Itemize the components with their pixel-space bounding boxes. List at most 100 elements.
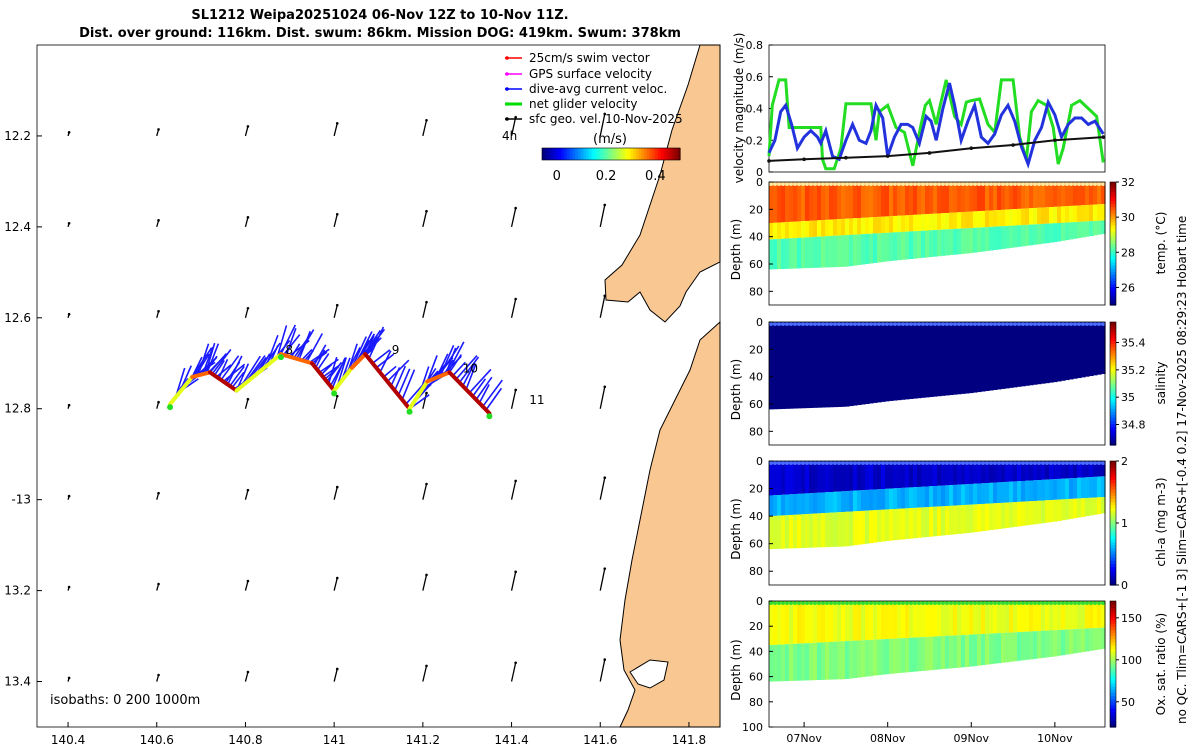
- section-cell: [1057, 601, 1062, 630]
- surface-sample: [841, 461, 845, 465]
- section-cell: [941, 213, 946, 230]
- surface-sample: [889, 322, 893, 326]
- section-cell: [937, 636, 942, 670]
- section-ylabel: Depth (m): [729, 359, 743, 420]
- colorbar-cell: [542, 148, 546, 160]
- geo-vector-head: [157, 219, 160, 222]
- surface-sample: [1093, 322, 1097, 326]
- surface-sample: [801, 601, 805, 605]
- current-vector: [298, 330, 311, 360]
- velocity-ytick-label: 0.6: [746, 71, 764, 84]
- section-cell: [797, 601, 802, 644]
- section-cell: [945, 229, 950, 256]
- section-frame: [768, 321, 1106, 446]
- section-cell: [1001, 601, 1006, 633]
- current-vector: [229, 365, 245, 387]
- surface-sample: [785, 461, 789, 465]
- section-cell: [845, 218, 850, 236]
- surface-sample: [1021, 461, 1025, 465]
- section-cell: [997, 322, 1002, 390]
- surface-sample: [793, 601, 797, 605]
- section-cell: [945, 506, 950, 536]
- surface-sample: [981, 182, 985, 186]
- track-segment: [207, 370, 239, 393]
- section-cell: [773, 601, 778, 645]
- section-cell: [933, 636, 938, 670]
- colorbar-cell: [1110, 720, 1116, 725]
- section-cbar-tick-label: 50: [1121, 696, 1135, 709]
- current-vector: [282, 334, 301, 356]
- section-cell: [845, 491, 850, 512]
- geo-vector: [333, 486, 338, 500]
- section-cell: [1045, 479, 1050, 501]
- section-cell: [941, 601, 946, 637]
- section-cell: [993, 226, 998, 250]
- geo-vector-head: [335, 303, 339, 307]
- section-cell: [1093, 204, 1098, 221]
- section-cell: [829, 512, 834, 547]
- section-cell: [865, 510, 870, 544]
- section-cell: [885, 461, 890, 489]
- colorbar-cell: [1110, 464, 1116, 468]
- section-cell: [785, 222, 790, 239]
- surface-sample: [825, 322, 829, 326]
- section-cell: [905, 231, 910, 260]
- section-cell: [1033, 601, 1038, 632]
- current-vector: [482, 379, 503, 407]
- section-cell: [961, 601, 966, 636]
- section-cell: [1013, 225, 1018, 248]
- section-cell: [897, 601, 902, 639]
- geo-vector: [599, 204, 606, 227]
- section-cell: [865, 322, 870, 404]
- section-cell: [961, 228, 966, 254]
- section-cell: [833, 512, 838, 547]
- colorbar-cell: [591, 148, 596, 160]
- geo-vector: [333, 123, 338, 137]
- surface-sample: [1025, 322, 1029, 326]
- geo-vector: [599, 568, 606, 591]
- legend-marker: [505, 72, 509, 76]
- isobaths-label: isobaths: 0 200 1000m: [50, 693, 200, 708]
- velocity-ylabel: velocity magnitude (m/s): [732, 33, 746, 184]
- section-cell: [873, 489, 878, 511]
- surface-sample: [849, 322, 853, 326]
- section-cell: [801, 643, 806, 681]
- section-cell: [817, 601, 822, 643]
- section-cell: [849, 322, 854, 407]
- section-cell: [825, 601, 830, 643]
- section-cell: [981, 322, 986, 392]
- section-cell: [881, 509, 886, 542]
- colorbar-cell: [1110, 358, 1116, 363]
- geo-vector-head: [514, 479, 517, 483]
- colorbar-cell: [1110, 723, 1116, 728]
- surface-sample: [837, 322, 841, 326]
- section-cell: [1097, 497, 1102, 515]
- surface-sample: [905, 601, 909, 605]
- surface-sample: [989, 461, 993, 465]
- section-cell: [925, 507, 930, 538]
- section-cell: [833, 461, 838, 492]
- surface-sample: [973, 182, 977, 186]
- section-cell: [913, 601, 918, 638]
- section-cell: [1005, 502, 1010, 528]
- velocity-ytick-label: 0.4: [746, 103, 764, 116]
- colorbar-cell: [1110, 670, 1116, 675]
- section-cell: [1065, 478, 1070, 500]
- geo-vector-head: [335, 576, 339, 580]
- track-segment: [407, 379, 430, 411]
- section-cell: [1013, 461, 1018, 482]
- section-cell: [861, 601, 866, 641]
- surface-sample: [969, 322, 973, 326]
- colorbar-cell: [1110, 231, 1116, 235]
- surface-sample: [981, 601, 985, 605]
- geo-vector-head: [425, 391, 428, 395]
- section-cell: [861, 217, 866, 235]
- colorbar-cell: [1110, 607, 1116, 612]
- section-cell: [797, 221, 802, 238]
- surface-sample: [805, 322, 809, 326]
- section-cell: [929, 486, 934, 507]
- colorbar-cell: [1110, 194, 1116, 198]
- section-cell: [1041, 322, 1046, 384]
- velocity-series-line: [767, 82, 1105, 169]
- time-tick-label: 08Nov: [870, 732, 906, 745]
